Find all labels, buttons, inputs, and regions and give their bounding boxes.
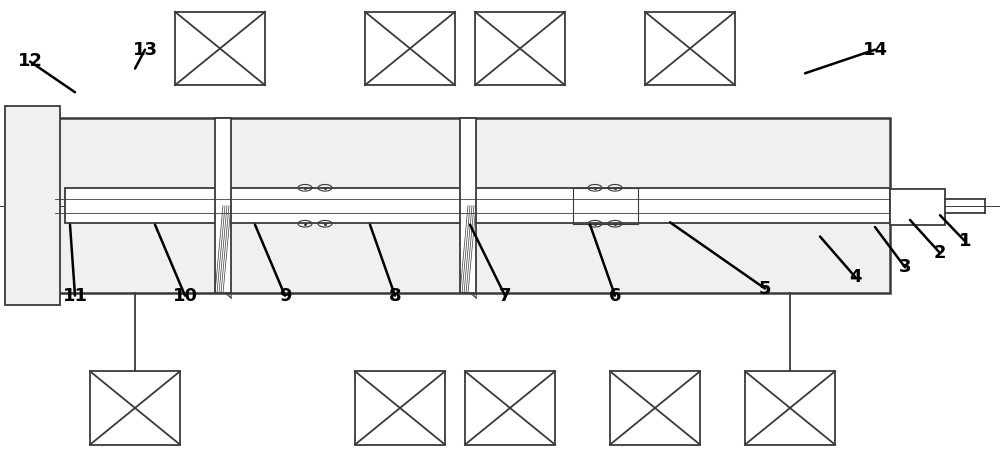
Text: 4: 4 bbox=[849, 268, 861, 286]
Text: 8: 8 bbox=[389, 287, 401, 305]
Bar bbox=[645, 12, 735, 85]
Bar bbox=[745, 371, 835, 445]
Bar bbox=[90, 371, 180, 445]
Text: 10: 10 bbox=[173, 287, 198, 305]
Bar bbox=[475, 12, 565, 85]
Text: 5: 5 bbox=[759, 280, 771, 298]
Bar bbox=[465, 371, 555, 445]
Bar bbox=[175, 12, 265, 85]
Bar bbox=[5, 106, 60, 305]
Bar bbox=[460, 118, 476, 293]
Text: 2: 2 bbox=[934, 244, 946, 262]
Bar bbox=[610, 371, 700, 445]
Text: 6: 6 bbox=[609, 287, 621, 305]
Text: 9: 9 bbox=[279, 287, 291, 305]
Text: 11: 11 bbox=[62, 287, 88, 305]
Text: 1: 1 bbox=[959, 232, 971, 250]
Text: 13: 13 bbox=[132, 41, 158, 59]
Bar bbox=[215, 118, 231, 293]
Bar bbox=[365, 12, 455, 85]
Text: 12: 12 bbox=[18, 53, 42, 70]
Bar bbox=[890, 189, 945, 225]
Text: 3: 3 bbox=[899, 258, 911, 276]
Bar bbox=[55, 118, 890, 293]
Bar bbox=[65, 188, 890, 224]
Text: 7: 7 bbox=[499, 287, 511, 305]
Bar bbox=[355, 371, 445, 445]
Text: 14: 14 bbox=[862, 41, 888, 59]
